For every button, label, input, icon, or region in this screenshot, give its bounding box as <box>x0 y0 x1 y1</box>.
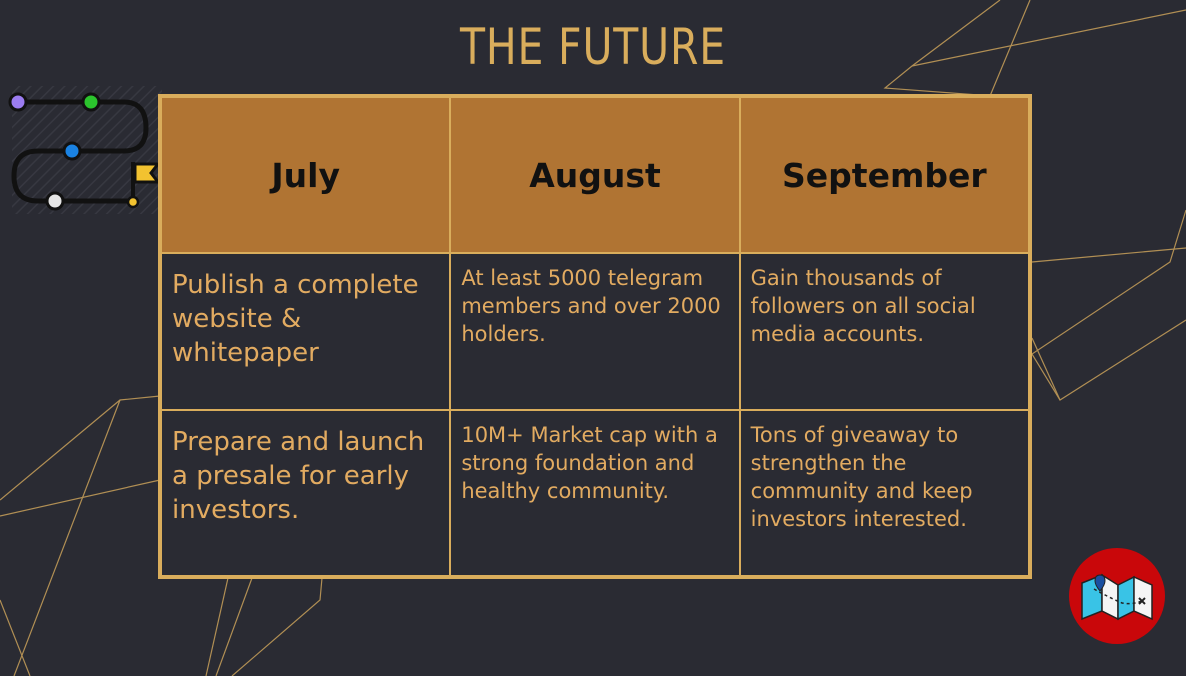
table-cell: Prepare and launch a presale for early i… <box>159 409 452 577</box>
map-icon <box>1069 548 1165 644</box>
table-header-row: July August September <box>159 96 1031 254</box>
table-cell: 10M+ Market cap with a strong foundation… <box>449 409 741 577</box>
column-header-july: July <box>159 96 452 254</box>
column-header-september: September <box>738 96 1031 254</box>
roadmap-path-icon <box>8 86 162 214</box>
roadmap-table: July August September Publish a complete… <box>158 94 1032 579</box>
table-cell: At least 5000 telegram members and over … <box>449 251 741 412</box>
table-cell: Gain thousands of followers on all socia… <box>738 251 1031 412</box>
table-row: Prepare and launch a presale for early i… <box>159 409 1031 577</box>
page-title: THE FUTURE <box>459 18 727 76</box>
table-cell: Tons of giveaway to strengthen the commu… <box>738 409 1031 577</box>
table-row: Publish a complete website & whitepaper … <box>159 251 1031 412</box>
column-header-august: August <box>449 96 741 254</box>
table-cell: Publish a complete website & whitepaper <box>159 251 452 412</box>
